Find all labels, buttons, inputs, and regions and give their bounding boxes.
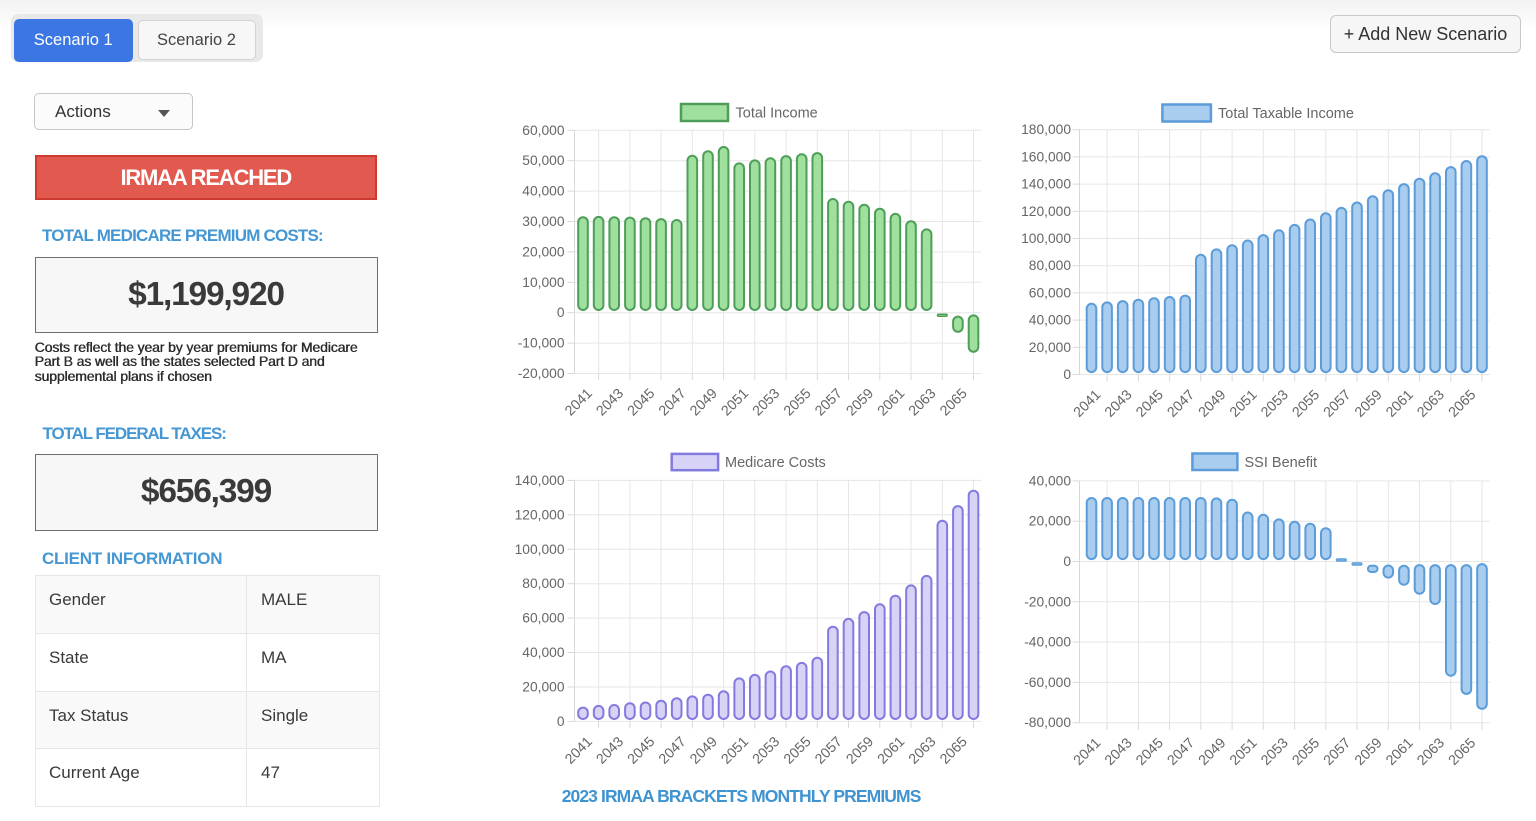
svg-text:2053: 2053 — [1258, 735, 1292, 769]
svg-text:2057: 2057 — [812, 734, 846, 768]
svg-text:2059: 2059 — [843, 734, 877, 768]
svg-text:2041: 2041 — [1071, 387, 1105, 421]
svg-text:140,000: 140,000 — [1021, 177, 1071, 192]
svg-text:2041: 2041 — [562, 734, 596, 768]
svg-text:0: 0 — [1063, 554, 1071, 569]
svg-text:2045: 2045 — [1133, 387, 1167, 421]
svg-text:2051: 2051 — [718, 386, 752, 420]
svg-text:-80,000: -80,000 — [1024, 715, 1071, 730]
svg-text:20,000: 20,000 — [1029, 340, 1072, 355]
svg-text:80,000: 80,000 — [522, 576, 565, 591]
svg-text:2055: 2055 — [781, 734, 815, 768]
svg-text:120,000: 120,000 — [515, 507, 565, 522]
svg-text:60,000: 60,000 — [522, 611, 565, 626]
svg-text:2053: 2053 — [750, 386, 784, 420]
svg-text:2055: 2055 — [1289, 735, 1323, 769]
svg-text:2065: 2065 — [937, 386, 971, 420]
svg-text:100,000: 100,000 — [515, 542, 565, 557]
svg-text:2059: 2059 — [1352, 735, 1386, 769]
svg-text:SSI Benefit: SSI Benefit — [1245, 455, 1318, 471]
svg-text:2049: 2049 — [1196, 387, 1230, 421]
svg-text:2047: 2047 — [656, 386, 690, 420]
svg-text:60,000: 60,000 — [522, 123, 565, 138]
svg-text:-10,000: -10,000 — [518, 336, 565, 351]
svg-text:40,000: 40,000 — [522, 184, 565, 199]
svg-text:30,000: 30,000 — [522, 214, 565, 229]
svg-text:2061: 2061 — [875, 386, 909, 420]
svg-text:2055: 2055 — [1289, 387, 1323, 421]
svg-text:2063: 2063 — [906, 386, 940, 420]
svg-text:100,000: 100,000 — [1021, 231, 1071, 246]
svg-text:2051: 2051 — [1227, 387, 1261, 421]
svg-text:2045: 2045 — [625, 734, 659, 768]
svg-text:2051: 2051 — [718, 734, 752, 768]
svg-text:Total Income: Total Income — [736, 106, 818, 122]
svg-text:0: 0 — [1063, 367, 1071, 382]
svg-text:2057: 2057 — [1321, 387, 1355, 421]
svg-text:2023 IRMAA BRACKETS MONTHLY PR: 2023 IRMAA BRACKETS MONTHLY PREMIUMS — [562, 786, 921, 806]
svg-text:2049: 2049 — [687, 386, 721, 420]
svg-text:2047: 2047 — [1164, 387, 1198, 421]
svg-text:Total Taxable Income: Total Taxable Income — [1218, 106, 1354, 122]
svg-text:2045: 2045 — [625, 386, 659, 420]
svg-text:2063: 2063 — [1414, 735, 1448, 769]
svg-text:2063: 2063 — [1414, 387, 1448, 421]
svg-text:140,000: 140,000 — [515, 473, 565, 488]
svg-text:-20,000: -20,000 — [1024, 594, 1071, 609]
svg-text:2041: 2041 — [562, 386, 596, 420]
svg-text:2057: 2057 — [812, 386, 846, 420]
svg-text:2051: 2051 — [1227, 735, 1261, 769]
svg-text:2043: 2043 — [593, 734, 627, 768]
svg-text:40,000: 40,000 — [1029, 313, 1072, 328]
svg-text:2061: 2061 — [875, 734, 909, 768]
svg-text:2045: 2045 — [1133, 735, 1167, 769]
svg-text:40,000: 40,000 — [1029, 473, 1072, 488]
svg-text:2055: 2055 — [781, 386, 815, 420]
svg-text:2049: 2049 — [687, 734, 721, 768]
svg-text:2061: 2061 — [1383, 387, 1417, 421]
svg-text:2063: 2063 — [906, 734, 940, 768]
svg-text:2059: 2059 — [1352, 387, 1386, 421]
svg-text:50,000: 50,000 — [522, 153, 565, 168]
svg-text:80,000: 80,000 — [1029, 258, 1072, 273]
svg-text:180,000: 180,000 — [1021, 122, 1071, 137]
svg-text:2043: 2043 — [1102, 735, 1136, 769]
svg-text:40,000: 40,000 — [522, 645, 565, 660]
svg-text:60,000: 60,000 — [1029, 285, 1072, 300]
svg-text:2065: 2065 — [1446, 735, 1480, 769]
svg-text:2053: 2053 — [750, 734, 784, 768]
svg-text:20,000: 20,000 — [522, 244, 565, 259]
svg-text:2049: 2049 — [1196, 735, 1230, 769]
svg-text:2065: 2065 — [1446, 387, 1480, 421]
svg-text:2061: 2061 — [1383, 735, 1417, 769]
svg-text:-60,000: -60,000 — [1024, 675, 1071, 690]
svg-text:0: 0 — [557, 714, 565, 729]
svg-text:120,000: 120,000 — [1021, 204, 1071, 219]
svg-text:2047: 2047 — [1164, 735, 1198, 769]
svg-text:10,000: 10,000 — [522, 275, 565, 290]
svg-text:2043: 2043 — [1102, 387, 1136, 421]
svg-text:2053: 2053 — [1258, 387, 1292, 421]
svg-text:2047: 2047 — [656, 734, 690, 768]
svg-text:160,000: 160,000 — [1021, 149, 1071, 164]
svg-text:2041: 2041 — [1071, 735, 1105, 769]
svg-text:-20,000: -20,000 — [518, 366, 565, 381]
svg-text:2065: 2065 — [937, 734, 971, 768]
svg-text:20,000: 20,000 — [1029, 514, 1072, 529]
svg-text:2043: 2043 — [593, 386, 627, 420]
svg-text:2059: 2059 — [843, 386, 877, 420]
svg-text:Medicare Costs: Medicare Costs — [725, 455, 826, 471]
svg-text:0: 0 — [557, 305, 565, 320]
svg-text:-40,000: -40,000 — [1024, 635, 1071, 650]
svg-text:20,000: 20,000 — [522, 680, 565, 695]
svg-text:2057: 2057 — [1321, 735, 1355, 769]
